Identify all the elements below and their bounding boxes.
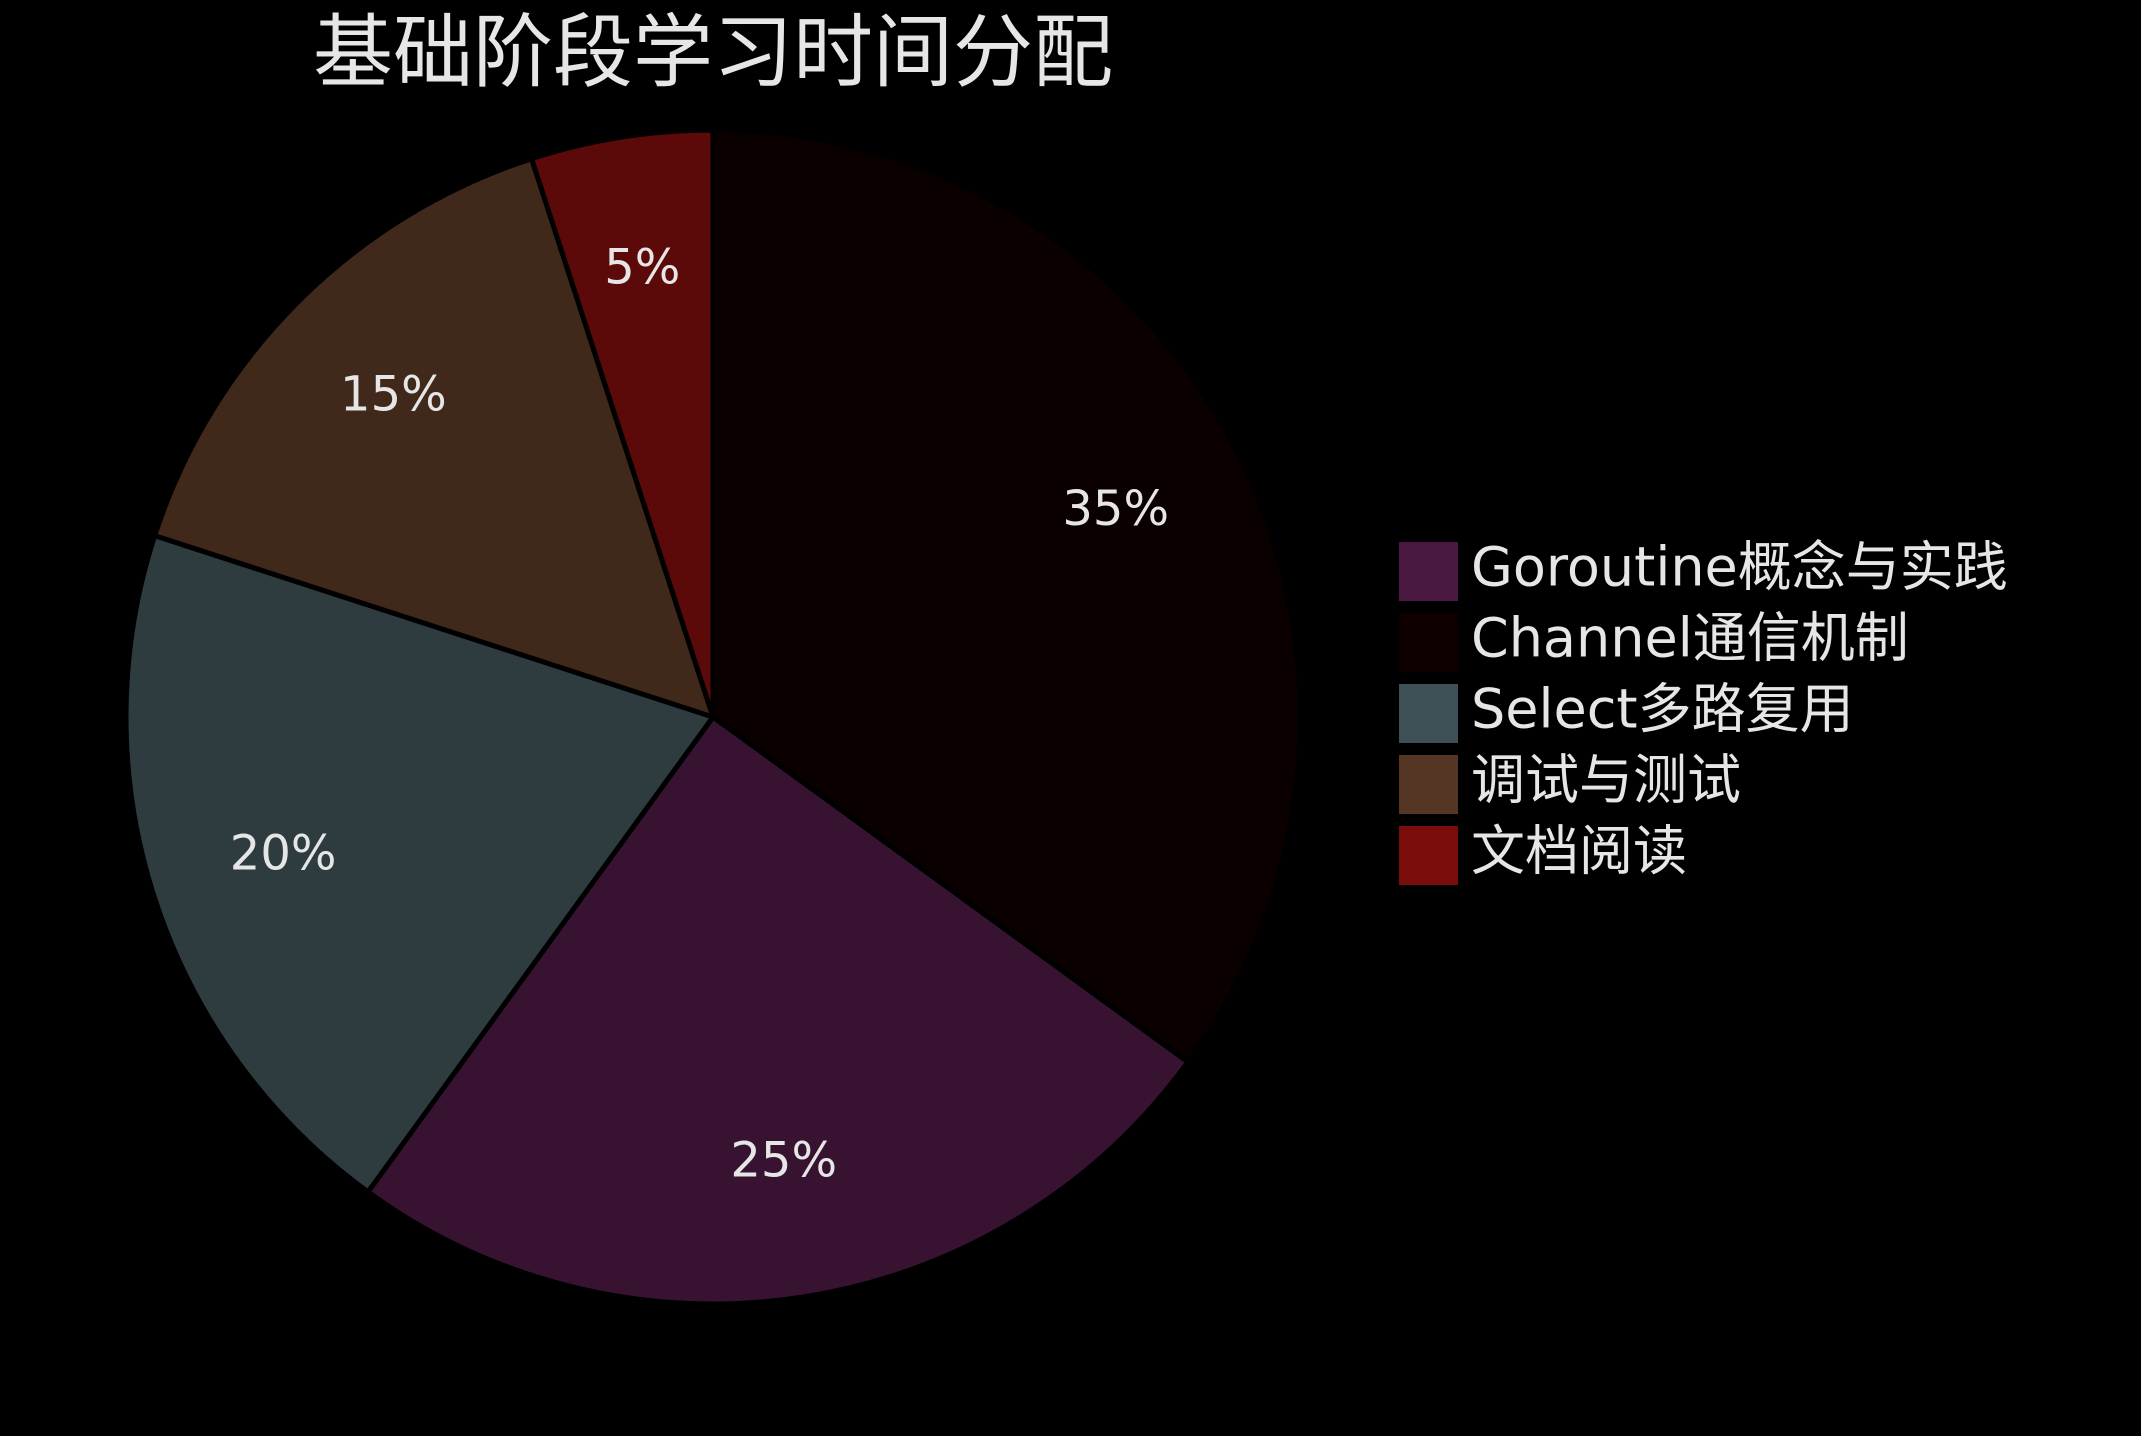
pie-slice (528, 127, 716, 718)
legend-label: Channel通信机制 (1471, 607, 1909, 670)
legend-swatch (1399, 542, 1458, 601)
slice-label: 20% (230, 826, 337, 882)
pie-slice (123, 532, 718, 1196)
legend-label: 文档阅读 (1471, 820, 1687, 883)
pie-slice (364, 713, 1192, 1307)
pie-slice (151, 155, 717, 721)
legend-swatch (1399, 684, 1458, 743)
slice-label: 5% (604, 240, 680, 296)
slice-label: 35% (1062, 481, 1169, 537)
chart-title: 基础阶段学习时间分配 (313, 6, 1113, 99)
legend-swatch (1399, 826, 1458, 885)
legend-swatch (1399, 613, 1458, 672)
slice-label: 25% (730, 1132, 837, 1188)
slice-label: 15% (340, 366, 447, 422)
pie-slice (710, 127, 1303, 1066)
legend-label: 调试与测试 (1471, 749, 1741, 812)
legend-swatch (1399, 755, 1458, 814)
legend-label: Goroutine概念与实践 (1471, 536, 2008, 599)
legend-label: Select多路复用 (1471, 678, 1854, 741)
